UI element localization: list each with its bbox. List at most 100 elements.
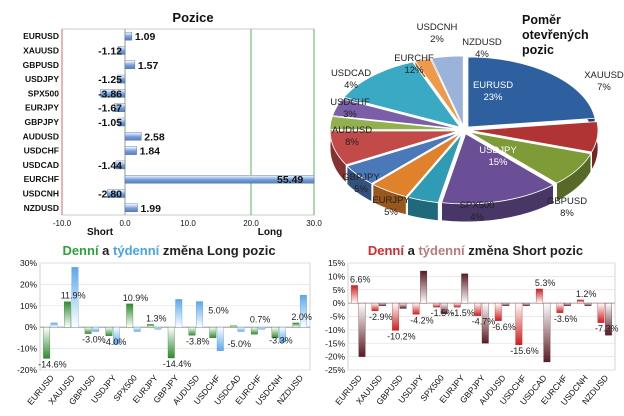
short-bar [412,302,420,315]
pozice-bar [124,203,138,213]
pie-slice [332,98,459,130]
short-bar [399,302,407,309]
pozice-category-label: EURCHF [24,174,59,184]
short-title: Denní a týdenní změna Short pozic [368,243,583,258]
short-bar [420,270,428,304]
pie-slice-percent: 4% [470,212,484,223]
pie-slice-percent: 3% [343,109,357,120]
long-bar [43,327,51,359]
short-bar [379,302,386,306]
short-bar [584,302,592,306]
long-bar [271,327,279,339]
long-data-label: 0.7% [250,315,271,325]
pozice-category-label: EURJPY [25,103,59,113]
short-y-tick: -25% [325,365,345,375]
long-bar [279,327,286,343]
short-y-tick: 5% [333,285,346,295]
long-y-tick: -10% [17,344,37,354]
pie-title: pozic [522,43,554,57]
pozice-value-label: -1.05 [98,117,122,129]
long-data-label: 2.0% [291,312,312,322]
pie-slice-label: EURCHF [394,53,434,64]
pie-slice [372,132,461,198]
pie-slice-label: USDJPY [479,145,517,156]
pie-slice [329,116,459,131]
pie-slice-label: GBPUSD [547,196,587,207]
pozice-x-tick: -10.0 [53,219,72,228]
short-bar [351,285,358,304]
pozice-value-label: -1.67 [98,103,122,115]
short-bar [535,288,543,304]
short-data-label: -6.6% [492,322,516,332]
pie-slice [468,131,592,184]
long-bar [154,327,162,330]
pozice-value-label: -1.44 [98,160,122,172]
long-bar [216,327,224,351]
short-y-tick: 15% [328,258,345,268]
pie-slice-label: USDCAD [331,68,371,79]
short-bar [433,302,441,308]
short-title-part: Denní [368,243,405,258]
pozice-bar [100,89,126,98]
short-bar [577,299,584,304]
pie-slice-percent: 8% [560,208,574,219]
short-data-label: -4.2% [410,315,434,325]
long-y-tick: -20% [17,365,37,375]
long-bar [113,327,120,345]
pozice-value-label: 55.49 [277,174,303,186]
short-bar [515,302,523,346]
pie-slice-label: XAUUSD [584,70,624,81]
pie-slice [414,57,463,127]
pie-title: Poměr [522,13,561,27]
pie-slice [346,132,460,184]
pie-slice-percent: 4% [344,80,358,91]
pozice-bar [117,46,126,55]
pie-slice [441,133,555,205]
pie-slice [469,121,599,153]
pie-title: otevřených [522,28,589,42]
long-data-label: 5.0% [208,306,229,316]
pie-slice-label: AUDUSD [332,125,372,136]
long-y-tick: 20% [20,279,37,289]
pie-slice-label: USDCNH [417,22,458,33]
short-bar [597,302,605,323]
long-y-tick: 30% [20,258,37,268]
long-y-tick: 10% [20,301,37,311]
long-bar [71,267,79,328]
long-y-tick: 0% [25,322,38,332]
long-data-label: -14.6% [38,359,67,369]
short-data-label: -2.9% [369,312,393,322]
long-title-part: Denní [62,243,99,258]
short-bar [564,302,571,306]
short-bar [494,302,502,321]
short-bar [481,302,489,344]
pozice-bar [124,60,136,69]
short-bar [453,302,461,308]
long-bar [105,327,113,336]
pozice-short-label: Short [87,227,114,238]
long-bar [230,325,237,328]
pozice-bar [107,189,126,198]
pozice-category-label: AUDUSD [23,131,59,141]
pie-slice [430,55,464,127]
long-bar [209,327,217,339]
long-title: Denní a týdenní změna Long pozic [62,243,275,258]
short-data-label: -7.3% [595,324,619,334]
long-data-label: -3.0% [82,335,106,345]
long-bar [188,327,196,336]
pozice-value-label: -1.12 [98,45,122,57]
short-data-label: -4.7% [472,317,496,327]
long-bar [167,327,175,359]
pozice-value-label: -3.86 [98,88,122,100]
pozice-category-label: USDCAD [23,160,59,170]
long-bar [147,324,154,328]
short-bar [502,302,510,306]
short-bar [440,302,448,314]
pie-slice-percent: 4% [475,49,489,60]
short-y-tick: -10% [325,325,345,335]
pozice-category-label: USDCNH [23,189,59,199]
pie-slice [467,56,596,128]
pie-slice-label: NZDUSD [462,37,502,48]
pie-slice-percent: 5% [354,184,368,195]
